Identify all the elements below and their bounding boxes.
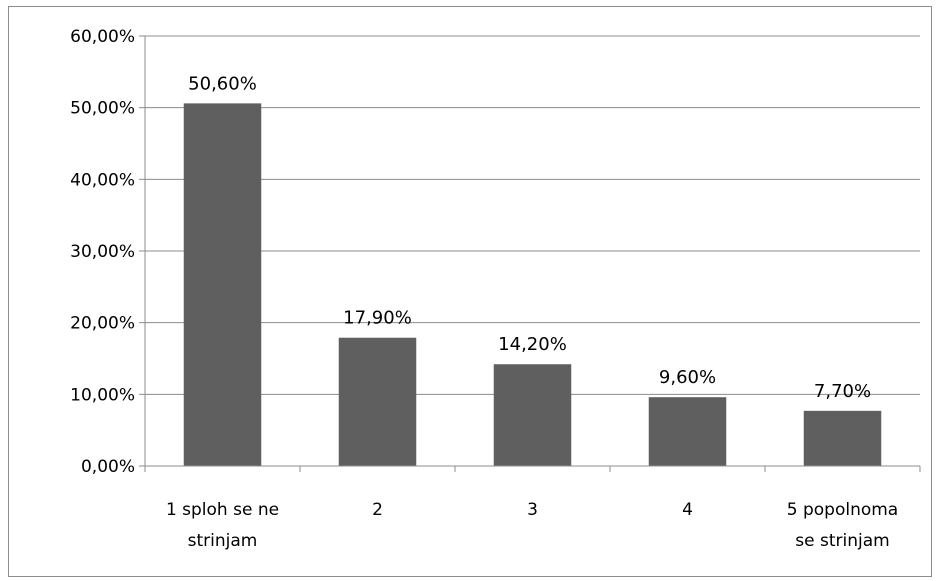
bar (493, 364, 572, 466)
y-tick-label: 60,00% (70, 27, 135, 47)
x-category-label: se strinjam (795, 531, 889, 551)
data-label: 17,90% (343, 308, 412, 329)
x-category-label: 3 (527, 500, 538, 520)
bar (648, 397, 727, 466)
labels: 0,00% 10,00% 20,00% 30,00% 40,00% 50,00% 60,00… (70, 27, 898, 551)
axes (139, 35, 921, 472)
x-category-label: 4 (682, 500, 693, 520)
data-label: 14,20% (498, 334, 567, 355)
data-label: 50,60% (188, 73, 257, 94)
data-label: 7,70% (814, 381, 871, 402)
x-category-label: 5 popolnoma (787, 500, 898, 520)
data-label: 9,60% (659, 367, 716, 388)
x-category-label: strinjam (188, 531, 258, 551)
y-tick-label: 10,00% (70, 385, 135, 405)
y-tick-label: 30,00% (70, 242, 135, 262)
bar (183, 103, 262, 466)
x-category-label: 1 sploh se ne (166, 500, 279, 520)
y-tick-label: 50,00% (70, 99, 135, 119)
bar (338, 337, 417, 466)
x-category-label: 2 (372, 500, 383, 520)
y-tick-label: 40,00% (70, 170, 135, 190)
gridlines (145, 35, 920, 395)
bars (183, 103, 882, 466)
chart-frame (8, 6, 932, 577)
y-tick-label: 0,00% (81, 457, 135, 477)
bar (803, 410, 882, 466)
y-tick-label: 20,00% (70, 314, 135, 334)
